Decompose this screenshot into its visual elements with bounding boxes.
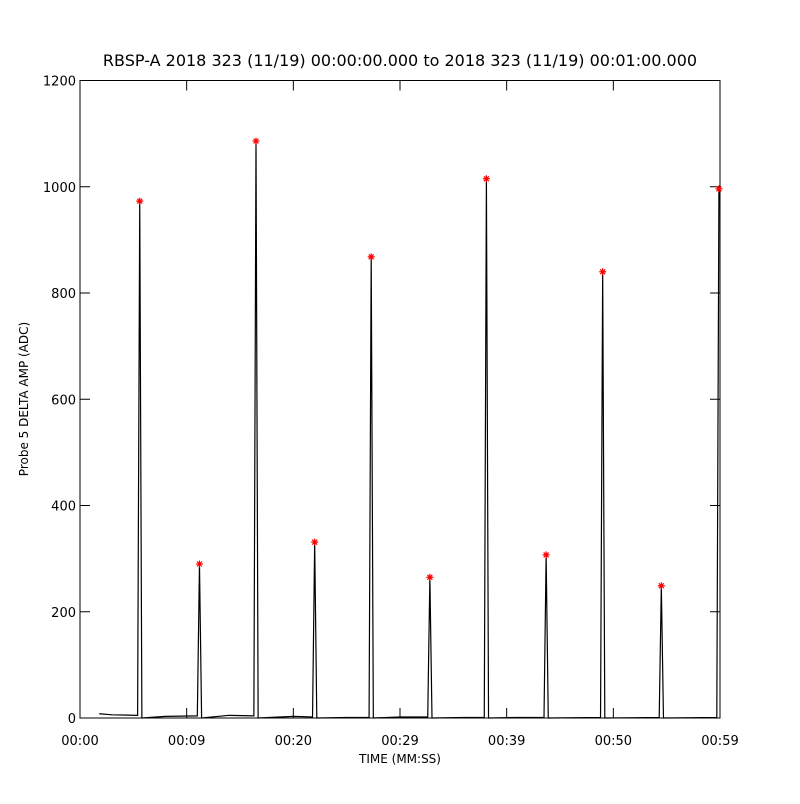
x-tick-label: 00:20 xyxy=(275,734,312,749)
peak-marker xyxy=(311,538,319,546)
x-tick-label: 00:50 xyxy=(595,734,632,749)
peak-marker xyxy=(195,560,203,568)
x-tick-label: 00:00 xyxy=(61,734,98,749)
x-tick-label: 00:29 xyxy=(381,734,418,749)
peak-marker xyxy=(482,175,490,183)
peak-marker xyxy=(252,137,260,145)
y-tick-label: 600 xyxy=(51,393,76,408)
chart-title: RBSP-A 2018 323 (11/19) 00:00:00.000 to … xyxy=(103,51,697,70)
y-axis-label: Probe 5 DELTA AMP (ADC) xyxy=(17,322,31,476)
peak-marker xyxy=(426,573,434,581)
y-tick-label: 1000 xyxy=(43,181,76,196)
x-axis-label: TIME (MM:SS) xyxy=(358,752,441,766)
y-tick-label: 800 xyxy=(51,287,76,302)
y-tick-label: 1200 xyxy=(43,75,76,90)
y-tick-label: 200 xyxy=(51,606,76,621)
y-tick-label: 0 xyxy=(68,712,76,727)
peak-marker xyxy=(136,197,144,205)
peak-marker xyxy=(715,185,723,193)
x-tick-label: 00:39 xyxy=(488,734,525,749)
trace-line xyxy=(99,141,720,719)
x-tick-label: 00:59 xyxy=(701,734,738,749)
peak-marker xyxy=(657,582,665,590)
peak-marker xyxy=(599,268,607,276)
x-tick-label: 00:09 xyxy=(168,734,205,749)
peak-marker xyxy=(542,551,550,559)
peak-marker xyxy=(367,253,375,261)
y-tick-label: 400 xyxy=(51,500,76,515)
